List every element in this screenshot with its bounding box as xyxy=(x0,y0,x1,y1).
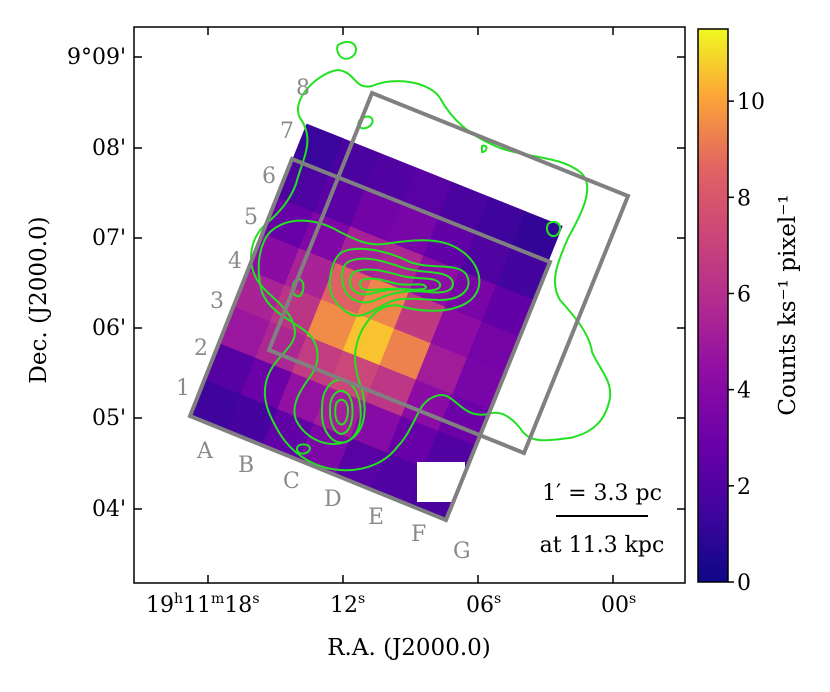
x-tick-label: 06s xyxy=(466,591,501,618)
contour-inner xyxy=(481,144,488,154)
x-tick-label: 00s xyxy=(601,591,636,618)
contour-inner xyxy=(257,219,481,445)
contour-inner xyxy=(546,220,562,238)
y-tick-label: 07' xyxy=(92,226,126,251)
plot-frame xyxy=(133,26,686,584)
grid-row-label: 2 xyxy=(194,336,208,361)
contour-inner xyxy=(296,443,311,455)
contour-outer xyxy=(336,40,357,60)
y-tick-label: 05' xyxy=(92,406,126,431)
grid-col-label: D xyxy=(324,487,342,512)
grid-col-label: C xyxy=(283,469,300,494)
colorbar-title: Counts ks⁻¹ pixel⁻¹ xyxy=(775,194,801,415)
contour-inner xyxy=(334,398,350,426)
y-axis-title: Dec. (J2000.0) xyxy=(26,216,52,383)
y-tick-label: 08' xyxy=(92,136,126,161)
fov-square-1 xyxy=(187,156,553,523)
colorbar-tick-label: 0 xyxy=(737,571,751,596)
colorbar-tick-label: 2 xyxy=(737,475,751,500)
axis-ticks xyxy=(134,27,685,583)
grid-col-label: G xyxy=(453,539,471,564)
scale-bar-label-top: 1′ = 3.3 pc xyxy=(542,481,662,506)
contour-inner xyxy=(328,389,354,436)
grid-row-label: 4 xyxy=(228,249,242,274)
grid-col-label: B xyxy=(238,453,254,478)
x-tick-label: 12s xyxy=(330,591,365,618)
fov-square-2 xyxy=(266,90,631,456)
scale-bar-label-bottom: at 11.3 kpc xyxy=(540,533,665,558)
scale-bar: 1′ = 3.3 pc at 11.3 kpc xyxy=(540,481,665,558)
y-tick-labels: 9°09' 08' 07' 06' 05' 04' xyxy=(67,45,126,522)
grid-row-label: 7 xyxy=(280,119,294,144)
grid-row-label: 5 xyxy=(244,205,258,230)
colorbar-tick-label: 10 xyxy=(737,90,765,115)
contour-inner xyxy=(340,257,454,304)
contour-inner xyxy=(328,247,470,317)
grid-row-label: 1 xyxy=(176,376,190,401)
colorbar-ticks: 0 2 4 6 8 10 xyxy=(728,90,765,596)
x-tick-labels: 19h11m18s 12s 06s 00s xyxy=(146,591,636,618)
grid-col-label: F xyxy=(411,522,426,547)
contour-outer xyxy=(250,68,612,472)
grid-row-label: 3 xyxy=(210,289,224,314)
colorbar-tick-label: 4 xyxy=(737,379,751,404)
y-tick-label: 04' xyxy=(92,497,126,522)
colorbar xyxy=(697,28,729,583)
contour-inner xyxy=(359,277,428,292)
grid-row-label: 6 xyxy=(262,164,276,189)
colorbar-tick-label: 6 xyxy=(737,282,751,307)
y-tick-label: 9°09' xyxy=(67,45,126,70)
x-axis-title: R.A. (J2000.0) xyxy=(327,635,491,661)
x-tick-label: 19h11m18s xyxy=(146,591,260,618)
y-tick-label: 06' xyxy=(92,316,126,341)
grid-col-label: A xyxy=(196,439,214,464)
grid-col-label: E xyxy=(368,505,384,530)
grid-row-label: 8 xyxy=(296,76,310,101)
colorbar-tick-label: 8 xyxy=(737,186,751,211)
